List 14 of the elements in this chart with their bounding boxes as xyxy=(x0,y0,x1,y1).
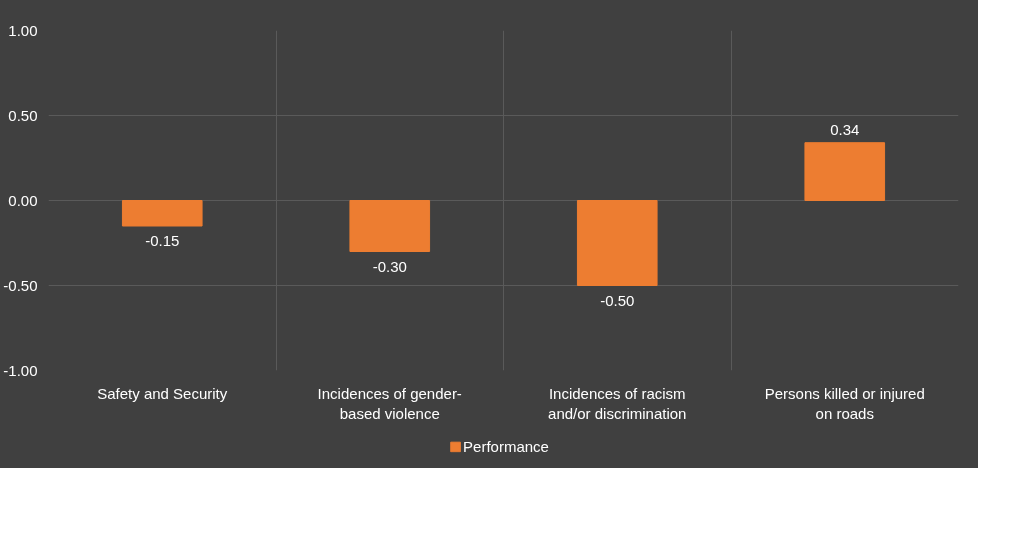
x-tick-label: Safety and Security xyxy=(97,384,228,402)
data-label: -0.15 xyxy=(145,232,180,249)
data-label: -0.50 xyxy=(600,291,635,309)
y-tick-label: 1.00 xyxy=(8,21,38,39)
x-tick-label: Incidences of gender- based violence xyxy=(317,384,462,422)
legend-label: Performance xyxy=(463,437,549,455)
y-tick-label: 0.00 xyxy=(8,191,38,209)
x-tick-label: Incidences of racism and/or discrimination xyxy=(548,384,687,422)
y-tick-label: 0.50 xyxy=(8,106,38,124)
y-tick-label: -1.00 xyxy=(3,361,38,379)
data-label: 0.34 xyxy=(830,120,860,138)
y-tick-label: -0.50 xyxy=(3,276,38,294)
data-label: -0.30 xyxy=(372,257,407,275)
x-tick-label: Persons killed or injured on roads xyxy=(764,384,925,422)
